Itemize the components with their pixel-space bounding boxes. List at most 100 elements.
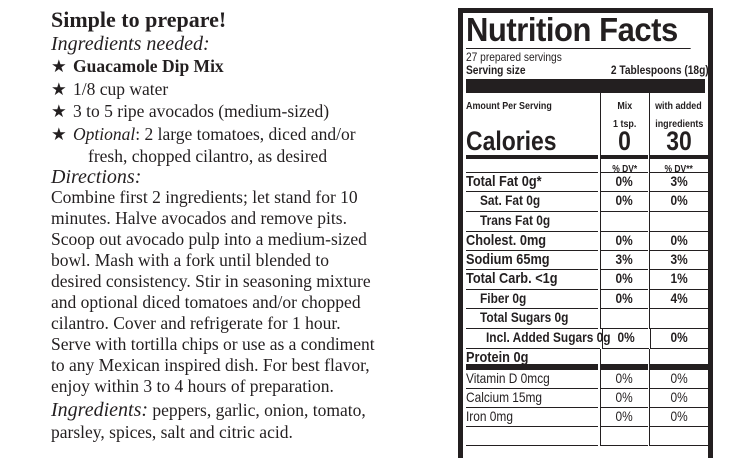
nutrient-row: Total Fat 0g* 0% 3% (466, 173, 708, 192)
nutrient-mix-dv: 3% (615, 251, 634, 267)
nutrient-row: Trans Fat 0g (466, 212, 708, 232)
recipe-title: Simple to prepare! (51, 7, 227, 32)
nutrient-amount: 0mg (516, 232, 547, 249)
ingredient-continuation: fresh, chopped cilantro, as desired (88, 145, 328, 166)
directions-line: Combine first 2 ingredients; let stand f… (51, 187, 358, 208)
ingredient-text: Guacamole Dip Mix (73, 56, 224, 77)
serving-size-label: Serving size (466, 63, 526, 77)
nutrient-label: Sat. Fat 0g (480, 192, 541, 208)
nutrient-label: Fiber 0g (480, 290, 527, 306)
ingredients-list: Ingredients: peppers, garlic, onion, tom… (51, 399, 441, 421)
nutrient-name: Total Fat (466, 173, 519, 190)
clipped-row (466, 427, 708, 446)
calories-label: Calories (466, 126, 557, 156)
dv-added-header: % DV** (664, 164, 694, 175)
vitamin-mix-dv: 0% (615, 370, 634, 386)
nutrient-row: Sat. Fat 0g 0% 0% (466, 192, 708, 212)
nutrient-mix-dv: 0% (615, 232, 634, 248)
vitamin-added-dv: 0% (670, 370, 688, 386)
ingredient-text: 3 to 5 ripe avocados (medium-sized) (73, 101, 330, 122)
nutrient-row: Incl. Added Sugars 0g 0% 0% (466, 329, 708, 349)
star-icon: ★ (51, 101, 67, 122)
directions-line: desired consistency. Stir in seasoning m… (51, 271, 371, 292)
directions-line: Serve with tortilla chips or use as a co… (51, 334, 375, 355)
directions-line: bowl. Mash with a fork until blended to (51, 250, 330, 271)
vitamin-row: Iron 0mg 0% 0% (466, 408, 708, 427)
directions-text: Combine first 2 ingredients; let stand f… (51, 187, 441, 397)
vitamin-added-dv: 0% (670, 389, 688, 405)
star-icon: ★ (51, 123, 67, 144)
nutrient-added-dv: 0% (670, 232, 688, 248)
nutrient-row: Sodium 65mg 3% 3% (466, 251, 708, 270)
nutrient-label: Trans Fat 0g (480, 212, 551, 228)
directions-line: Scoop out avocado pulp into a medium-siz… (51, 229, 367, 250)
servings-per-container: 27 prepared servings (466, 50, 562, 64)
nutrient-row: Protein 0g (466, 349, 708, 370)
star-icon: ★ (51, 78, 67, 99)
calories-mix: 0 (618, 126, 631, 156)
directions-line: enjoy within 3 to 4 hours of preparation… (51, 376, 334, 397)
ingredient-item: ★ 3 to 5 ripe avocados (medium-sized) (51, 100, 441, 122)
ingredients-text-line2: parsley, spices, salt and citric acid. (51, 421, 293, 442)
nutrient-added-dv: 4% (670, 290, 688, 306)
ingredients-text: peppers, garlic, onion, tomato, (148, 400, 366, 421)
dv-mix-header: % DV* (612, 164, 638, 175)
directions-line: and optional diced tomatoes and/or chopp… (51, 292, 361, 313)
ingredient-item: ★ 1/8 cup water (51, 78, 441, 100)
nutrient-row: Total Sugars 0g (466, 309, 708, 329)
vitamin-label: Calcium 15mg (466, 389, 543, 405)
amount-per-serving-label: Amount Per Serving (466, 100, 552, 112)
directions-heading: Directions: (51, 166, 142, 189)
nutrient-label: Total Sugars 0g (480, 309, 569, 325)
vitamin-mix-dv: 0% (615, 408, 634, 424)
nutrient-row: Cholest. 0mg 0% 0% (466, 232, 708, 251)
nutrient-name: Protein (466, 349, 510, 366)
ingredient-item: ★ Optional: 2 large tomatoes, diced and/o… (51, 123, 441, 145)
ingredients-label: Ingredients: (51, 399, 149, 422)
nutrient-name: Sodium (466, 251, 513, 268)
directions-line: minutes. Halve avocados and remove pits. (51, 208, 347, 229)
serving-size: Serving size 2 Tablespoons (18g) (466, 63, 709, 77)
ingredient-text: : 2 large tomatoes, diced and/or (135, 123, 356, 144)
mix-col-header: Mix (617, 100, 632, 112)
nutrient-mix-dv: 0% (617, 329, 635, 345)
nutrient-name: Cholest. (466, 232, 517, 249)
dv-header-row: % DV* % DV** (466, 159, 708, 175)
nutrient-mix-dv: 0% (615, 192, 634, 208)
nutrient-name: Total Carb. (466, 270, 532, 287)
vitamin-row: Vitamin D 0mcg 0% 0% (466, 370, 708, 389)
nutrient-added-dv: 0% (670, 329, 688, 345)
star-icon: ★ (51, 56, 67, 77)
divider-bar (466, 79, 705, 93)
recipe-instructions: Simple to prepare! Ingredients needed: ★… (51, 7, 441, 443)
vitamin-row: Calcium 15mg 0% 0% (466, 389, 708, 408)
nutrient-label: Incl. Added Sugars 0g (486, 329, 611, 345)
calories-row: Calories 0 30 (466, 126, 708, 159)
nutrient-amount: <1g (531, 270, 558, 287)
nutrient-amount: 65mg (512, 251, 550, 268)
added-col-subheader: ingredients (654, 118, 703, 130)
nutrient-added-dv: 0% (670, 192, 688, 208)
nutrition-facts-title: Nutrition Facts (466, 13, 691, 49)
nutrient-amount: 0g (509, 349, 529, 366)
calories-added: 30 (666, 126, 692, 156)
optional-label: Optional (73, 123, 136, 144)
nutrient-amount: 0g* (518, 173, 542, 190)
nutrient-mix-dv: 0% (615, 173, 634, 189)
nutrition-facts-panel: Nutrition Facts 27 prepared servings Ser… (458, 8, 713, 458)
ingredient-item: ★ Guacamole Dip Mix (51, 55, 441, 77)
added-col-header: with added (655, 100, 703, 112)
ingredients-needed-heading: Ingredients needed: (51, 33, 210, 55)
directions-line: to any Mexican inspired dish. For best f… (51, 355, 370, 376)
ingredient-text: 1/8 cup water (73, 78, 169, 99)
vitamin-label: Vitamin D 0mcg (466, 370, 550, 386)
nutrient-mix-dv: 0% (615, 270, 634, 286)
amount-header-row: Amount Per Serving Mix 1 tsp. with added i… (466, 93, 708, 130)
serving-size-value: 2 Tablespoons (18g) (610, 63, 709, 77)
nutrient-mix-dv: 0% (615, 290, 634, 306)
mix-col-subheader: 1 tsp. (612, 118, 637, 130)
nutrient-row: Total Carb. <1g 0% 1% (466, 270, 708, 290)
nutrient-added-dv: 1% (670, 270, 688, 286)
nutrient-added-dv: 3% (670, 173, 688, 189)
vitamin-label: Iron 0mg (466, 408, 513, 424)
